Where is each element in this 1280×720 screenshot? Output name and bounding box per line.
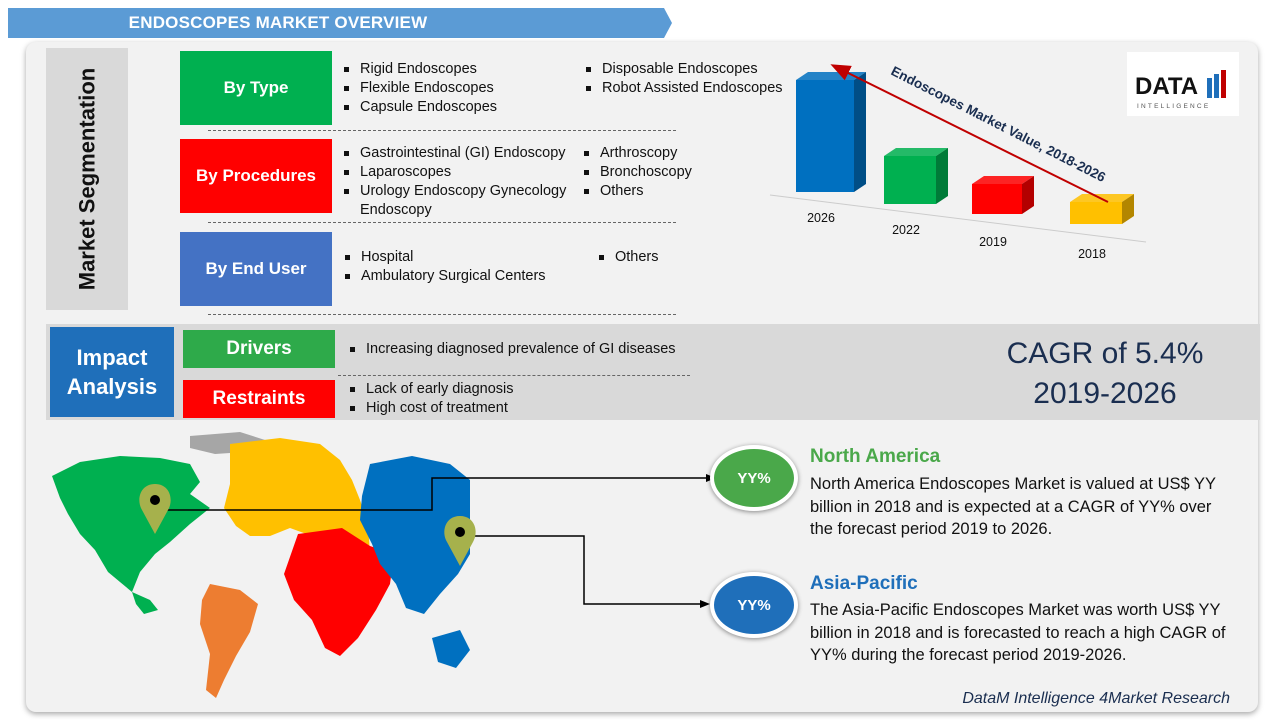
list-item: Disposable Endoscopes [582, 60, 783, 79]
list-item: Others [580, 182, 692, 201]
chart-x-labels: 2026 2022 2019 2018 [807, 211, 1106, 261]
list-item: Arthroscopy [580, 144, 692, 163]
chart-x-label: 2019 [979, 235, 1007, 249]
divider [338, 375, 690, 376]
list-item: Rigid Endoscopes [340, 60, 497, 79]
by-procedures-list-right: Arthroscopy Bronchoscopy Others [580, 144, 692, 201]
list-item: Others [595, 248, 659, 267]
by-type-list-left: Rigid Endoscopes Flexible Endoscopes Cap… [340, 60, 497, 117]
segmentation-label-text: Market Segmentation [74, 67, 99, 291]
logo-bar-icon [1214, 74, 1219, 98]
chart-baseline [769, 194, 1147, 243]
divider [208, 314, 676, 315]
chart-bar-2026 [796, 72, 866, 192]
oceania-shape [432, 630, 470, 668]
region-text-line: North America Endoscopes Market is value… [810, 475, 1216, 493]
north-america-text: North America Endoscopes Market is value… [810, 473, 1235, 541]
category-by-procedures: By Procedures [180, 139, 332, 213]
chart-bars [796, 72, 1134, 224]
cagr-text: CAGR of 5.4% 2019-2026 [985, 334, 1225, 414]
trend-arrow [830, 64, 1109, 203]
asia-pacific-badge: YY% [710, 572, 798, 638]
list-item: Lack of early diagnosis [346, 380, 514, 399]
restraints-list: Lack of early diagnosis High cost of tre… [346, 380, 514, 418]
chart-x-label: 2022 [892, 223, 920, 237]
by-type-list-right: Disposable Endoscopes Robot Assisted End… [582, 60, 783, 98]
list-item: Gastrointestinal (GI) Endoscopy [340, 144, 566, 163]
north-america-badge: YY% [710, 445, 798, 511]
impact-analysis-label: Impact Analysis [50, 327, 174, 417]
chart-x-label: 2018 [1078, 247, 1106, 261]
list-item: Hospital [341, 248, 546, 267]
asia-pacific-text: The Asia-Pacific Endoscopes Market was w… [810, 599, 1235, 667]
impact-label-line: Impact [76, 345, 148, 370]
by-end-user-list-left: Hospital Ambulatory Surgical Centers [341, 248, 546, 286]
divider [208, 130, 676, 131]
list-item: Bronchoscopy [580, 163, 692, 182]
region-text-line: billion in 2018 and is expected at a CAG… [810, 497, 1212, 516]
chart-bar-2018 [1070, 194, 1134, 224]
region-text-line: the forecast period 2019 to 2026. [810, 520, 1053, 538]
list-item: Laparoscopes [340, 163, 566, 182]
list-item: Urology Endoscopy Gynecology [340, 182, 566, 201]
page-title: ENDOSCOPES MARKET OVERVIEW [128, 13, 428, 32]
logo-bar-icon [1207, 78, 1212, 98]
by-procedures-continuation: Endoscopy [360, 202, 432, 218]
south-america-shape [200, 584, 258, 698]
logo-bar-icon [1221, 70, 1226, 98]
drivers-list: Increasing diagnosed prevalence of GI di… [346, 340, 676, 359]
cagr-line: 2019-2026 [1033, 377, 1177, 410]
chart-x-label: 2026 [807, 211, 835, 225]
category-by-type: By Type [180, 51, 332, 125]
divider [208, 222, 676, 223]
market-value-chart: Endoscopes Market Value, 2018-2026 20262… [769, 63, 1147, 261]
chart-bar-2022 [884, 148, 948, 204]
datam-logo: DATA INTELLIGENCE [1127, 52, 1239, 116]
africa-shape [284, 528, 394, 656]
region-text-line: billion in 2018 and is forecasted to rea… [810, 623, 1226, 642]
world-map-image [52, 432, 470, 698]
chart-bar-2019 [972, 176, 1034, 214]
logo-text: DATA [1135, 73, 1198, 100]
north-america-title: North America [810, 446, 941, 467]
cagr-line: CAGR of 5.4% [1006, 337, 1204, 370]
category-by-end-user: By End User [180, 232, 332, 306]
list-item: Increasing diagnosed prevalence of GI di… [346, 340, 676, 359]
north-america-shape [52, 456, 210, 592]
by-procedures-list-left: Gastrointestinal (GI) Endoscopy Laparosc… [340, 144, 566, 201]
asia-pacific-title: Asia-Pacific [810, 573, 918, 594]
central-america-shape [132, 592, 158, 614]
drivers-label: Drivers [183, 330, 335, 368]
impact-label-line: Analysis [66, 374, 158, 399]
region-text-line: YY% during the forecast period 2019-2026… [810, 646, 1127, 664]
segmentation-side-panel [46, 48, 128, 310]
footer-credit: DataM Intelligence 4Market Research [962, 690, 1230, 707]
header-banner: ENDOSCOPES MARKET OVERVIEW [8, 8, 672, 38]
region-text-line: The Asia-Pacific Endoscopes Market was w… [810, 601, 1221, 619]
list-item: Ambulatory Surgical Centers [341, 267, 546, 286]
by-end-user-list-right: Others [595, 248, 659, 267]
restraints-label: Restraints [183, 380, 335, 418]
list-item: Capsule Endoscopes [340, 98, 497, 117]
segmentation-label: Market Segmentation [46, 48, 128, 310]
banner-arrow-shape [8, 8, 672, 38]
list-item: Flexible Endoscopes [340, 79, 497, 98]
logo-subtext: INTELLIGENCE [1137, 103, 1210, 110]
list-item: Robot Assisted Endoscopes [582, 79, 783, 98]
list-item: High cost of treatment [346, 399, 514, 418]
